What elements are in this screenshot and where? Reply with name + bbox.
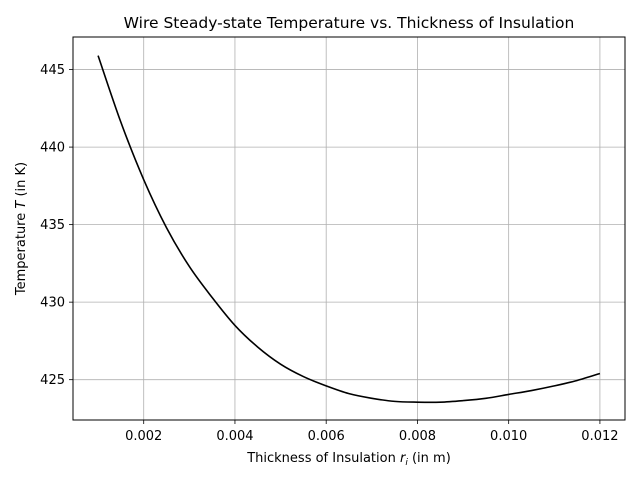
y-axis-label-units: (in K): [14, 162, 29, 201]
x-axis-label-units: (in m): [408, 451, 451, 466]
grid: [73, 37, 625, 420]
series-layer: [97, 55, 601, 404]
x-tick-label: 0.012: [581, 429, 618, 444]
chart-title: Wire Steady-state Temperature vs. Thickn…: [124, 14, 575, 32]
x-tick-label: 0.002: [125, 429, 162, 444]
y-tick-label: 435: [40, 218, 65, 233]
plot-area-frame: [72, 36, 626, 421]
y-tick-label: 425: [40, 373, 65, 388]
x-tick-label: 0.004: [216, 429, 253, 444]
x-tick-label: 0.006: [308, 429, 345, 444]
y-axis-label-text: Temperature: [14, 209, 29, 296]
y-axis-label: Temperature T (in K): [14, 162, 29, 296]
x-tick-label: 0.010: [490, 429, 527, 444]
y-tick-label: 430: [40, 296, 65, 311]
x-axis-label: Thickness of Insulation ri (in m): [246, 451, 451, 468]
y-axis-label-variable: T: [14, 200, 29, 209]
ticks: 0.002 0.004 0.006 0.008 0.010 0.012 425 430 435 4…: [40, 63, 618, 444]
y-tick-label: 445: [40, 63, 65, 78]
y-tick-label: 440: [40, 141, 65, 156]
x-axis-label-variable: r: [400, 451, 407, 466]
temperature-curve: [97, 55, 601, 404]
x-axis-label-subscript: i: [405, 458, 408, 468]
x-axis-label-text: Thickness of Insulation: [246, 451, 400, 466]
x-tick-label: 0.008: [399, 429, 436, 444]
